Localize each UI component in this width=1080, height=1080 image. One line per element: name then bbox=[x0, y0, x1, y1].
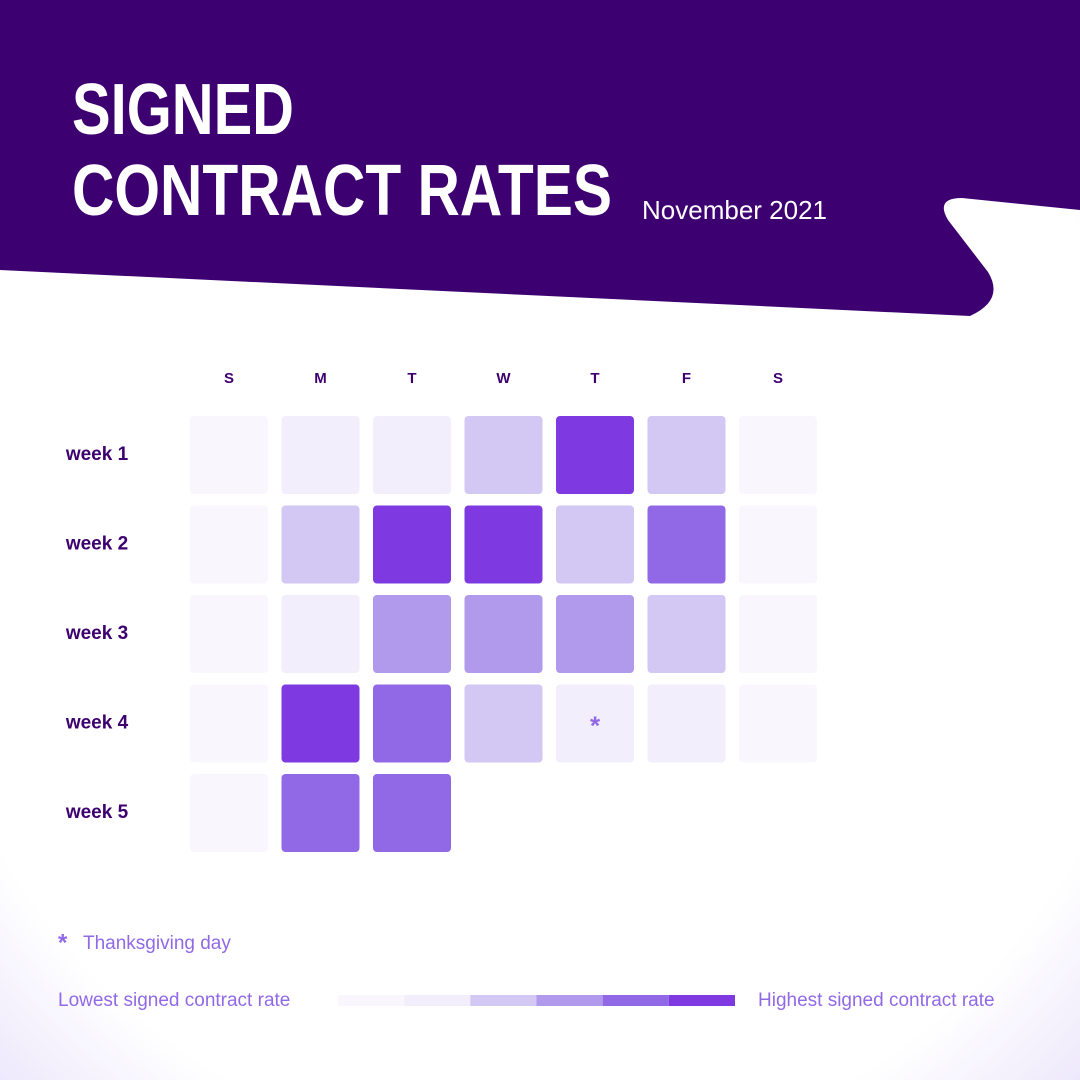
heat-cell bbox=[281, 774, 360, 852]
note-text: Thanksgiving day bbox=[83, 933, 231, 954]
legend-swatch bbox=[338, 995, 405, 1006]
heat-cell bbox=[556, 595, 634, 673]
heat-cell bbox=[647, 505, 726, 584]
heat-cell bbox=[739, 595, 817, 673]
heat-cell bbox=[281, 416, 360, 494]
column-label: M bbox=[314, 370, 327, 387]
legend-swatch bbox=[470, 995, 537, 1006]
heat-cell bbox=[464, 416, 543, 494]
column-label: S bbox=[224, 370, 234, 387]
heat-cell bbox=[190, 774, 268, 852]
heat-cell bbox=[373, 774, 451, 852]
heat-cell bbox=[373, 684, 451, 763]
legend-swatch bbox=[602, 995, 669, 1006]
legend-swatch bbox=[668, 995, 735, 1006]
heat-cell bbox=[647, 416, 726, 494]
heat-cell bbox=[190, 505, 268, 584]
row-label: week 4 bbox=[65, 713, 129, 734]
row-label: week 1 bbox=[65, 444, 129, 465]
cell-marker: * bbox=[590, 710, 601, 740]
note-marker: * bbox=[58, 929, 68, 956]
heat-cell bbox=[739, 684, 817, 763]
column-label: T bbox=[590, 370, 599, 387]
heat-cell bbox=[464, 684, 543, 763]
heat-cell bbox=[190, 684, 268, 763]
heat-cell bbox=[464, 595, 543, 673]
heat-cell bbox=[190, 416, 268, 494]
header-banner bbox=[0, 0, 1080, 316]
heat-cell bbox=[464, 505, 543, 584]
row-label: week 3 bbox=[65, 623, 128, 644]
heat-cell bbox=[739, 416, 817, 494]
row-label: week 2 bbox=[65, 534, 128, 555]
heat-cell bbox=[281, 595, 360, 673]
legend-swatch bbox=[536, 995, 603, 1006]
title-line: CONTRACT RATES bbox=[72, 151, 612, 231]
row-label: week 5 bbox=[65, 802, 129, 823]
heat-cell bbox=[556, 684, 634, 763]
column-label: T bbox=[407, 370, 416, 387]
title-line: SIGNED bbox=[72, 70, 294, 150]
column-label: S bbox=[773, 370, 783, 387]
heat-cell bbox=[373, 416, 451, 494]
heat-cell bbox=[190, 595, 268, 673]
heat-cell bbox=[647, 595, 726, 673]
heat-cell bbox=[556, 505, 634, 584]
heat-cell bbox=[281, 505, 360, 584]
heat-cell bbox=[281, 684, 360, 763]
column-label: W bbox=[496, 370, 511, 387]
heat-cell bbox=[373, 505, 451, 584]
legend-swatch bbox=[404, 995, 471, 1006]
column-label: F bbox=[682, 370, 691, 387]
heat-cell bbox=[739, 505, 817, 584]
heat-cell bbox=[647, 684, 726, 763]
heat-cell bbox=[556, 416, 634, 494]
legend-high-label: Highest signed contract rate bbox=[758, 990, 995, 1011]
legend-low-label: Lowest signed contract rate bbox=[58, 990, 290, 1011]
subtitle: November 2021 bbox=[642, 195, 827, 225]
heat-cell bbox=[373, 595, 451, 673]
